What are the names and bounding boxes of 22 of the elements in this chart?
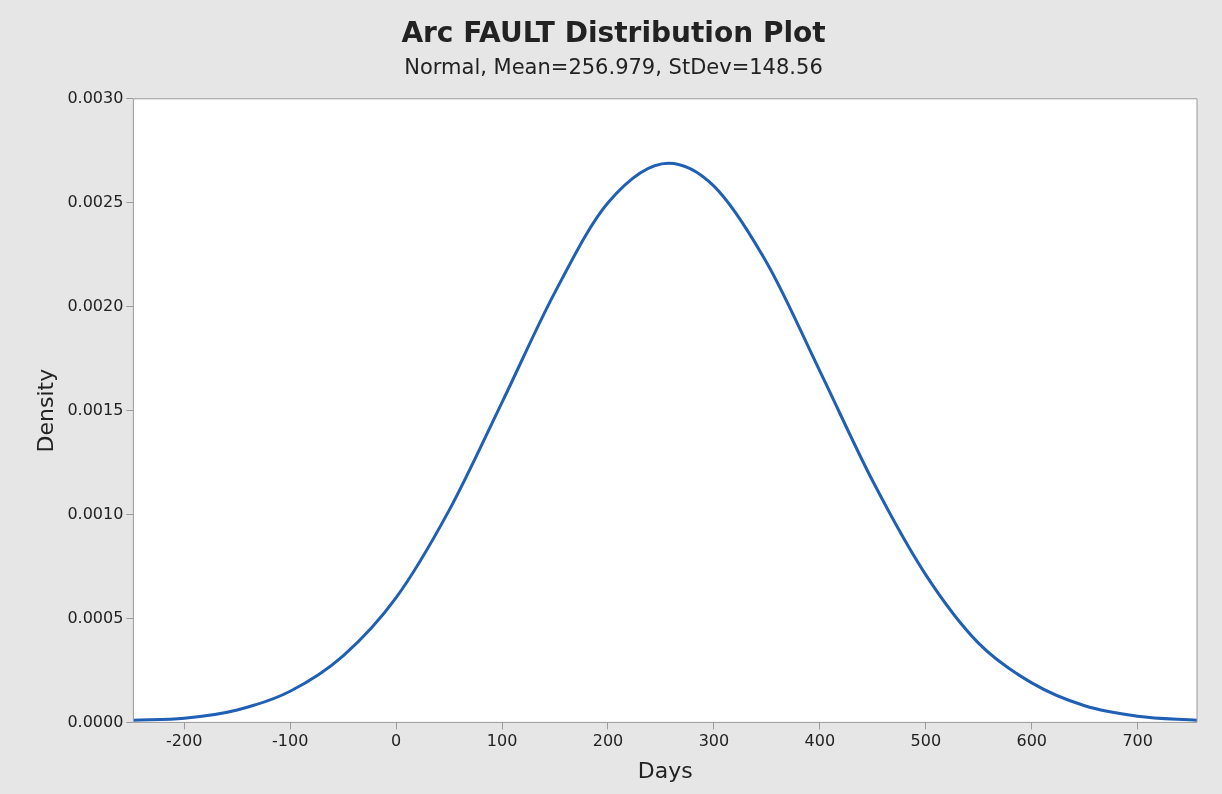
y-tick-label: 0.0025 xyxy=(67,191,124,211)
y-tick-label: 0.0015 xyxy=(67,399,124,419)
x-tick-label: -100 xyxy=(272,731,309,751)
y-tick-label: 0.0030 xyxy=(67,87,124,107)
line-series xyxy=(133,161,1197,722)
x-tick-label: 700 xyxy=(1122,731,1153,751)
y-tick-label: 0.0010 xyxy=(67,503,124,523)
y-tick-label: 0.0000 xyxy=(67,711,124,731)
x-axis-title: Days xyxy=(637,757,693,783)
chart-subtitle: Normal, Mean=256.979, StDev=148.56 xyxy=(404,54,823,79)
y-axis-title: Density xyxy=(32,368,58,453)
x-tick-label: 400 xyxy=(804,731,836,751)
x-tick-label: 300 xyxy=(698,731,730,751)
x-tick-label: 200 xyxy=(592,731,624,751)
x-tick-label: -200 xyxy=(166,731,203,751)
chart-title: Arc FAULT Distribution Plot xyxy=(401,16,826,50)
x-tick-label: 600 xyxy=(1016,731,1048,751)
y-tick-label: 0.0020 xyxy=(67,295,124,315)
y-tick-label: 0.0005 xyxy=(67,607,124,627)
x-tick-label: 500 xyxy=(910,731,942,751)
x-tick-label: 0 xyxy=(391,731,402,751)
x-tick-label: 100 xyxy=(486,731,518,751)
